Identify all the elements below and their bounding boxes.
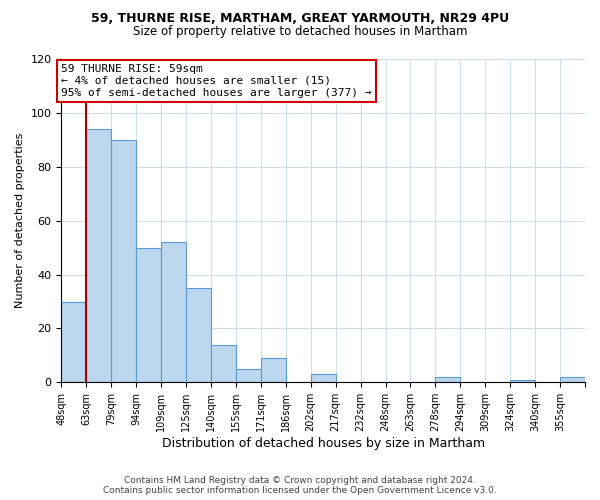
Bar bbox=[61, 302, 86, 382]
Bar bbox=[510, 380, 535, 382]
Text: 59 THURNE RISE: 59sqm
← 4% of detached houses are smaller (15)
95% of semi-detac: 59 THURNE RISE: 59sqm ← 4% of detached h… bbox=[61, 64, 372, 98]
Bar bbox=[236, 369, 261, 382]
Y-axis label: Number of detached properties: Number of detached properties bbox=[15, 133, 25, 308]
Bar bbox=[261, 358, 286, 382]
Bar bbox=[86, 129, 111, 382]
Bar bbox=[211, 344, 236, 383]
Bar bbox=[186, 288, 211, 382]
Bar bbox=[311, 374, 335, 382]
Text: 59, THURNE RISE, MARTHAM, GREAT YARMOUTH, NR29 4PU: 59, THURNE RISE, MARTHAM, GREAT YARMOUTH… bbox=[91, 12, 509, 26]
Bar bbox=[111, 140, 136, 382]
Text: Size of property relative to detached houses in Martham: Size of property relative to detached ho… bbox=[133, 25, 467, 38]
Bar bbox=[161, 242, 186, 382]
Bar bbox=[436, 377, 460, 382]
Bar bbox=[560, 377, 585, 382]
X-axis label: Distribution of detached houses by size in Martham: Distribution of detached houses by size … bbox=[161, 437, 485, 450]
Bar bbox=[136, 248, 161, 382]
Text: Contains HM Land Registry data © Crown copyright and database right 2024.
Contai: Contains HM Land Registry data © Crown c… bbox=[103, 476, 497, 495]
